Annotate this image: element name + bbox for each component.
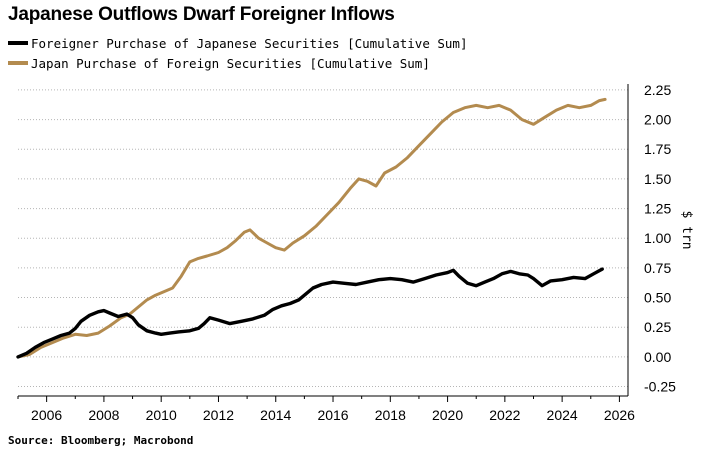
y-tick-label: 1.25 bbox=[644, 201, 671, 217]
x-tick-label: 2014 bbox=[260, 407, 291, 423]
y-tick-label: 2.25 bbox=[644, 82, 671, 98]
x-tick-label: 2020 bbox=[432, 407, 463, 423]
y-tick-label: 1.75 bbox=[644, 141, 671, 157]
x-tick-label: 2024 bbox=[547, 407, 578, 423]
legend: Foreigner Purchase of Japanese Securitie… bbox=[8, 33, 468, 73]
x-tick-label: 2018 bbox=[375, 407, 406, 423]
y-tick-label: 0.50 bbox=[644, 290, 671, 306]
series-line-foreigner bbox=[16, 267, 604, 359]
y-tick-label: 0.75 bbox=[644, 260, 671, 276]
y-tick-label: -0.25 bbox=[644, 379, 676, 395]
legend-swatch-japan bbox=[8, 61, 28, 65]
y-tick-label: 1.50 bbox=[644, 171, 671, 187]
x-tick-label: 2012 bbox=[203, 407, 234, 423]
legend-label-japan: Japan Purchase of Foreign Securities [Cu… bbox=[31, 55, 430, 71]
x-tick-label: 2006 bbox=[31, 407, 62, 423]
y-tick-label: 0.00 bbox=[644, 349, 671, 365]
x-tick-label: 2022 bbox=[489, 407, 520, 423]
legend-item-foreigner: Foreigner Purchase of Japanese Securitie… bbox=[8, 33, 468, 53]
y-tick-label: 1.00 bbox=[644, 230, 671, 246]
chart-title: Japanese Outflows Dwarf Foreigner Inflow… bbox=[8, 4, 395, 25]
y-tick-label: 0.25 bbox=[644, 319, 671, 335]
legend-swatch-foreigner bbox=[8, 41, 28, 45]
x-tick-label: 2016 bbox=[317, 407, 348, 423]
x-tick-label: 2026 bbox=[604, 407, 635, 423]
legend-label-foreigner: Foreigner Purchase of Japanese Securitie… bbox=[31, 35, 468, 51]
y-tick-label: 2.00 bbox=[644, 112, 671, 128]
series-line-japan bbox=[16, 97, 607, 359]
legend-item-japan: Japan Purchase of Foreign Securities [Cu… bbox=[8, 53, 468, 73]
x-tick-label: 2008 bbox=[88, 407, 119, 423]
x-tick-label: 2010 bbox=[146, 407, 177, 423]
source-note: Source: Bloomberg; Macrobond bbox=[8, 434, 194, 447]
y-axis-label: $ trn bbox=[679, 210, 694, 249]
